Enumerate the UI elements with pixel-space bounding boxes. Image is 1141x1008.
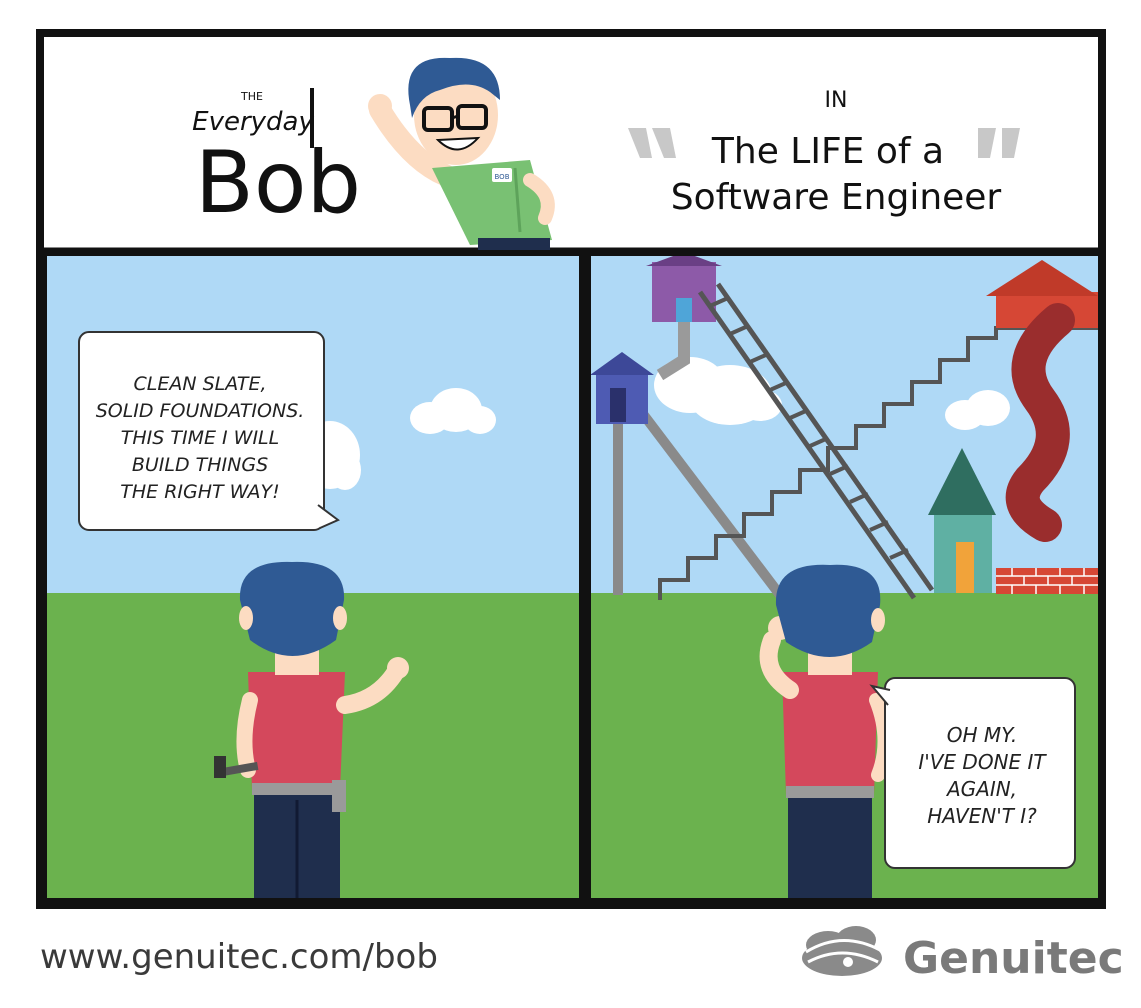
- bob-red-shirt: [248, 672, 345, 790]
- staircase: [658, 326, 1098, 600]
- open-quote-mark: [628, 128, 676, 158]
- panel-right: OH MY. I'VE DONE IT AGAIN, HAVEN'T I?: [585, 250, 1105, 904]
- bob-smile: [435, 136, 481, 151]
- bob-tool-belt: [252, 783, 340, 795]
- panel-left: CLEAN SLATE, SOLID FOUNDATIONS. THIS TIM…: [41, 250, 585, 904]
- genuitec-cloud-icon: [802, 926, 882, 976]
- footer-brand: Genuitec: [903, 933, 1124, 984]
- bob-pants-right: [788, 790, 872, 903]
- bob-hair-back-right: [775, 564, 881, 657]
- hammer-icon: [214, 756, 259, 778]
- comic-outer-frame: [36, 29, 1106, 909]
- speech-left-line-2: SOLID FOUNDATIONS.: [96, 400, 305, 422]
- teal-house: [928, 448, 996, 593]
- speech-left-line-3: THIS TIME I WILL: [121, 427, 279, 449]
- speech-right-line-4: HAVEN'T I?: [927, 804, 1037, 828]
- logo-the: THE: [240, 90, 263, 103]
- speech-bubble-right-body: [884, 677, 1076, 869]
- speech-right-line-1: OH MY.: [947, 723, 1017, 747]
- cloud-right-2: [945, 390, 1010, 430]
- purple-tower: [646, 252, 722, 381]
- close-quote-mark: [978, 128, 1020, 158]
- bob-hand: [368, 94, 392, 118]
- bob-tool-belt-right: [786, 786, 874, 798]
- bob-belt-area: [478, 238, 550, 250]
- bob-arm-scratching: [759, 631, 799, 699]
- glasses-left: [422, 106, 454, 132]
- header-frame: [36, 29, 1106, 255]
- bob-hair: [408, 57, 500, 118]
- speech-bubble-left: CLEAN SLATE, SOLID FOUNDATIONS. THIS TIM…: [78, 331, 340, 531]
- speech-left-line-4: BUILD THINGS: [132, 454, 268, 476]
- speech-bubble-right-tail: [869, 684, 891, 706]
- bob-ear-right: [333, 606, 347, 630]
- footer-url[interactable]: www.genuitec.com/bob: [40, 937, 438, 977]
- brick-wall: [996, 568, 1098, 594]
- title-line-1: The LIFE of a: [711, 131, 944, 172]
- name-badge-text: BOB: [495, 173, 510, 181]
- speech-right-line-2: I'VE DONE IT: [918, 750, 1047, 774]
- speech-left-line-1: CLEAN SLATE,: [133, 373, 266, 395]
- title-line-2: Software Engineer: [671, 177, 1002, 218]
- name-badge: [492, 168, 512, 182]
- bob-hair-back: [239, 561, 345, 656]
- bob-back-figure-left: [214, 561, 409, 903]
- shirt-seam: [513, 167, 522, 233]
- bob-green-shirt: [432, 160, 552, 245]
- blue-birdhouse: [590, 352, 784, 599]
- speech-left-line-5: THE RIGHT WAY!: [120, 481, 279, 503]
- bob-red-shirt-right: [782, 672, 878, 795]
- bob-waving-figure: BOB: [368, 57, 555, 250]
- speech-bubble-left-body: [78, 331, 325, 531]
- speech-bubble-right: OH MY. I'VE DONE IT AGAIN, HAVEN'T I?: [869, 677, 1076, 869]
- speech-right-line-3: AGAIN,: [945, 777, 1017, 801]
- bob-arm-down: [236, 692, 258, 778]
- tool-pouch: [332, 780, 346, 812]
- bob-ear-right-side: [871, 608, 885, 632]
- ladder: [697, 282, 935, 600]
- speech-bubble-left-tail: [317, 504, 340, 529]
- logo-bob: Bob: [195, 133, 361, 233]
- glasses-bridge: [451, 114, 459, 120]
- wavy-slide: [1005, 303, 1075, 542]
- bob-hand-waving: [387, 657, 409, 679]
- logo-everyday: Everyday: [192, 107, 314, 137]
- cloud-left-1: [410, 388, 496, 434]
- title-in: IN: [825, 88, 848, 113]
- bob-arm-hip: [523, 173, 555, 225]
- bob-ear-left: [239, 606, 253, 630]
- header-panel: THE Everyday Bob BOB IN The LIFE of a So…: [36, 29, 1106, 255]
